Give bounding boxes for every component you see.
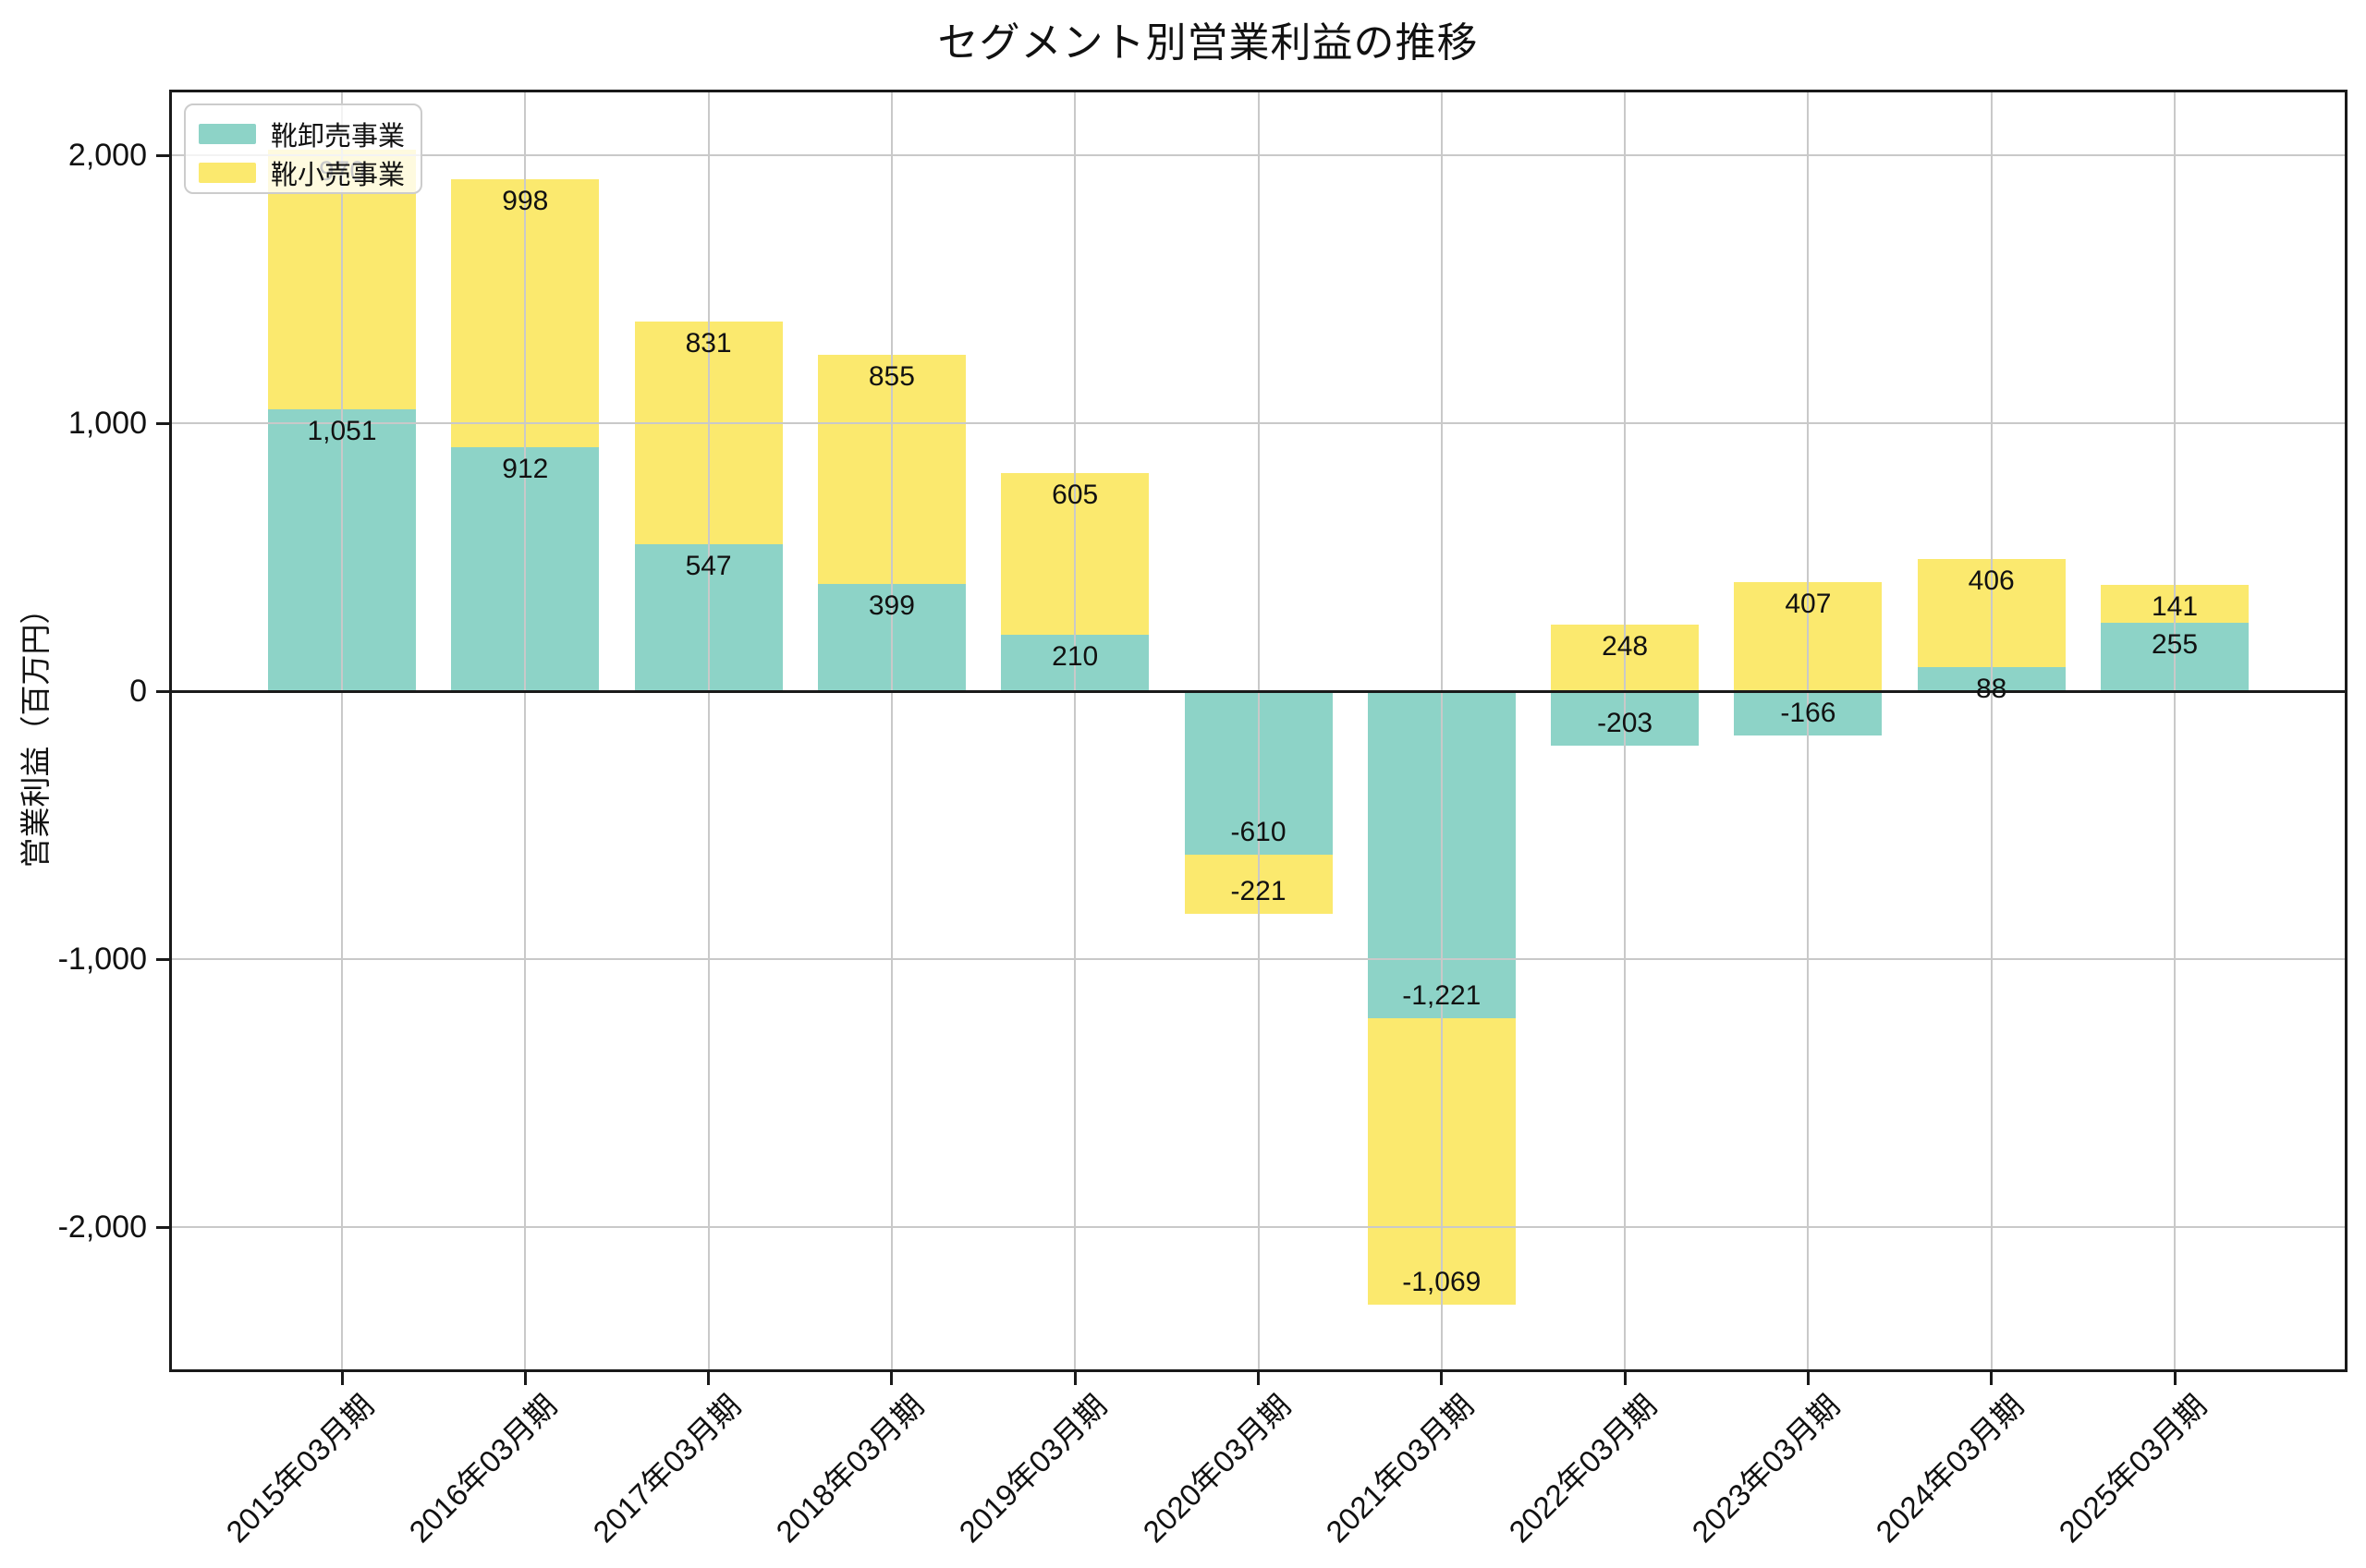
y-tick-label: 1,000	[67, 406, 147, 441]
bar-value-label: 998	[502, 186, 549, 217]
x-tick-label: 2023年03月期	[1685, 1388, 1847, 1550]
horizontal-gridline	[171, 958, 2346, 960]
x-tick-label: 2015年03月期	[219, 1388, 381, 1550]
legend-item-wholesale: 靴卸売事業	[199, 115, 408, 153]
zero-line	[171, 689, 2346, 693]
vertical-gridline	[2174, 91, 2176, 1370]
x-tick-mark	[1440, 1372, 1444, 1385]
bar-value-label: -610	[1230, 816, 1287, 847]
bar-value-label: 255	[2151, 629, 2199, 661]
y-tick-mark	[156, 689, 169, 693]
bar-value-label: 248	[1602, 631, 1649, 662]
horizontal-gridline	[171, 154, 2346, 156]
bar-value-label: 547	[685, 551, 732, 582]
x-tick-mark	[2173, 1372, 2177, 1385]
legend-swatch-wholesale-icon	[199, 124, 256, 144]
bar-value-label: 88	[1976, 674, 2007, 705]
x-tick-mark	[1073, 1372, 1077, 1385]
vertical-gridline	[707, 91, 710, 1370]
x-tick-mark	[890, 1372, 894, 1385]
x-tick-label: 2020年03月期	[1135, 1388, 1297, 1550]
bar-value-label: 831	[685, 328, 732, 359]
bar-value-label: 399	[868, 590, 915, 622]
bar-value-label: -1,221	[1402, 980, 1482, 1012]
bar-value-label: -203	[1597, 707, 1653, 738]
bar-value-label: 912	[502, 453, 549, 484]
x-tick-mark	[1257, 1372, 1260, 1385]
x-tick-mark	[523, 1372, 527, 1385]
y-tick-mark	[156, 1225, 169, 1229]
x-tick-mark	[340, 1372, 344, 1385]
legend-label-retail: 靴小売事業	[271, 161, 406, 190]
bar-value-label: -166	[1780, 698, 1836, 729]
vertical-gridline	[1807, 91, 1810, 1370]
vertical-gridline	[1074, 91, 1077, 1370]
y-tick-label: -2,000	[57, 1209, 147, 1245]
x-tick-mark	[1806, 1372, 1810, 1385]
horizontal-gridline	[171, 422, 2346, 424]
vertical-gridline	[1440, 91, 1443, 1370]
vertical-gridline	[1990, 91, 1993, 1370]
bar-value-label: 855	[868, 361, 915, 393]
y-tick-mark	[156, 153, 169, 157]
bar-value-label: 605	[1052, 479, 1099, 510]
legend-item-retail: 靴小売事業	[199, 153, 408, 192]
legend-swatch-retail-icon	[199, 163, 256, 183]
vertical-gridline	[341, 91, 343, 1370]
x-tick-mark	[707, 1372, 711, 1385]
bar-value-label: 141	[2151, 591, 2199, 623]
x-tick-label: 2024年03月期	[1869, 1388, 2031, 1550]
legend: 靴卸売事業 靴小売事業	[184, 103, 422, 194]
y-tick-label: -1,000	[57, 942, 147, 977]
x-tick-mark	[1990, 1372, 1994, 1385]
y-tick-label: 0	[129, 674, 147, 709]
vertical-gridline	[1257, 91, 1260, 1370]
vertical-gridline	[1624, 91, 1627, 1370]
vertical-gridline	[890, 91, 893, 1370]
bar-value-label: 210	[1052, 641, 1099, 673]
bar-value-label: 407	[1785, 588, 1832, 619]
x-tick-label: 2017年03月期	[586, 1388, 748, 1550]
vertical-gridline	[524, 91, 527, 1370]
bar-value-label: -1,069	[1402, 1267, 1482, 1298]
chart-title: セグメント別営業利益の推移	[937, 20, 1479, 66]
y-tick-mark	[156, 421, 169, 425]
bar-value-label: -221	[1230, 875, 1287, 906]
y-tick-mark	[156, 957, 169, 961]
horizontal-gridline	[171, 1226, 2346, 1228]
bar-value-label: 406	[1968, 565, 2015, 596]
bar-value-label: 1,051	[307, 416, 377, 447]
y-tick-label: 2,000	[67, 138, 147, 173]
legend-label-wholesale: 靴卸売事業	[271, 122, 406, 152]
x-tick-mark	[1623, 1372, 1627, 1385]
